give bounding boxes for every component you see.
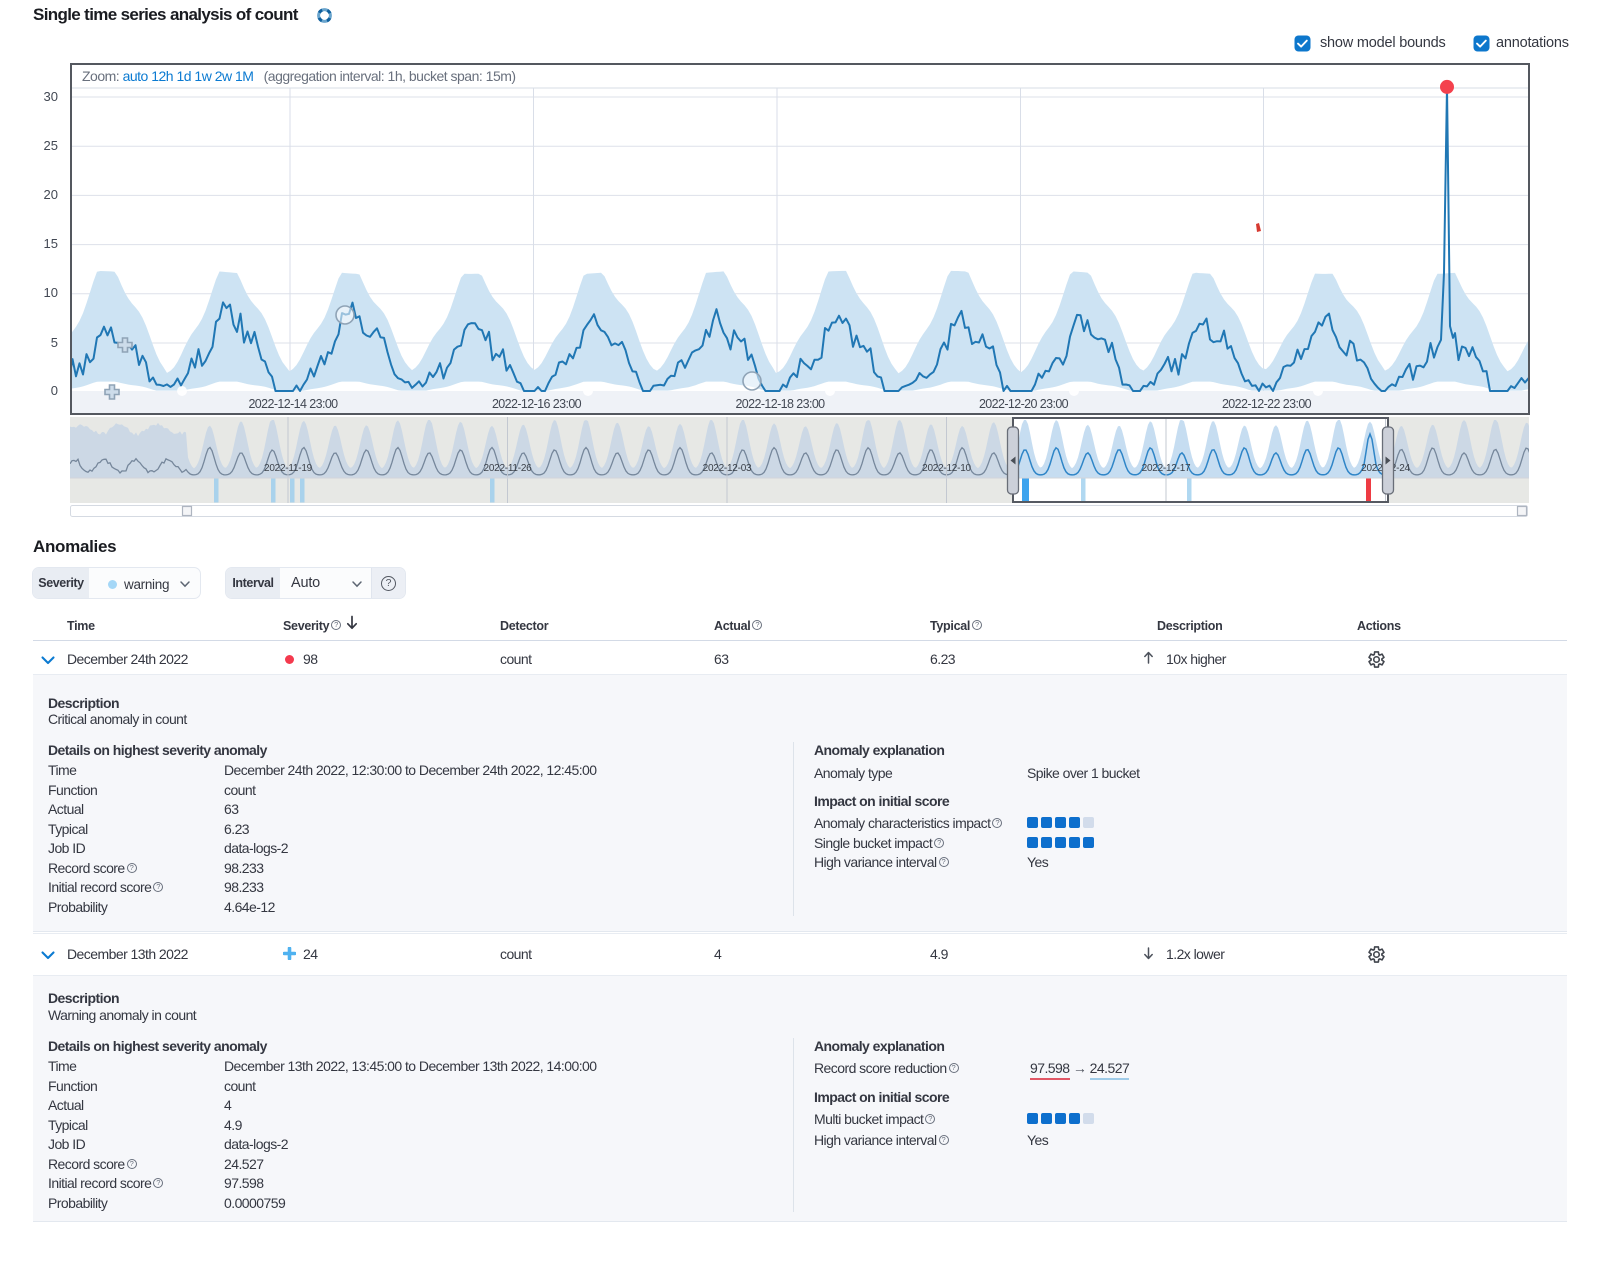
svg-text:2022-12-17: 2022-12-17 xyxy=(1142,463,1191,474)
svg-text:2022-12-03: 2022-12-03 xyxy=(703,463,752,474)
svg-text:2022-12-22 23:00: 2022-12-22 23:00 xyxy=(1222,397,1312,411)
svg-text:2022-12-20 23:00: 2022-12-20 23:00 xyxy=(979,397,1069,411)
svg-text:2022-11-26: 2022-11-26 xyxy=(484,463,533,474)
svg-text:2022-12-10: 2022-12-10 xyxy=(922,463,971,474)
svg-text:2022-12-14 23:00: 2022-12-14 23:00 xyxy=(248,397,338,411)
svg-text:2022-11-19: 2022-11-19 xyxy=(264,463,313,474)
svg-text:2022-12-18 23:00: 2022-12-18 23:00 xyxy=(735,397,825,411)
svg-text:2022-12-16 23:00: 2022-12-16 23:00 xyxy=(492,397,582,411)
